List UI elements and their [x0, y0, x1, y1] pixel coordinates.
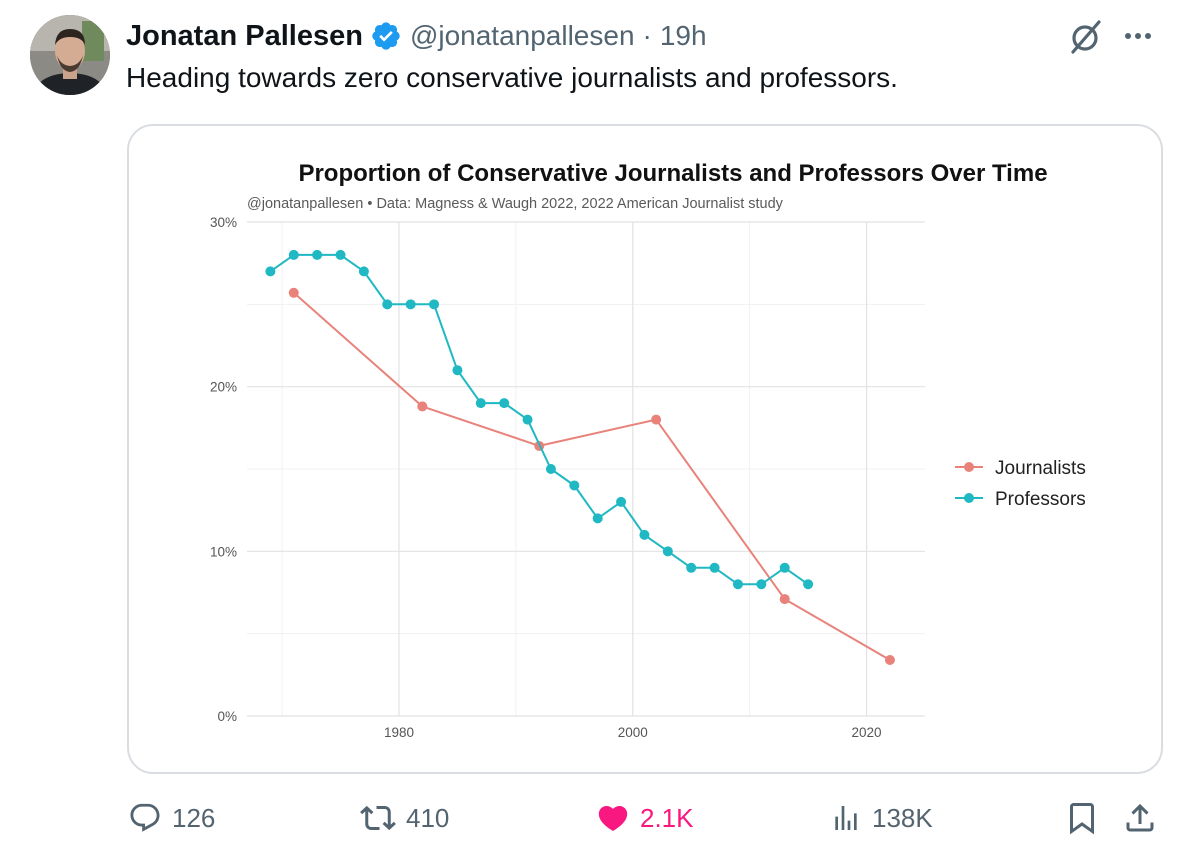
y-tick-label: 0% [217, 709, 237, 724]
data-point-professors [803, 579, 814, 590]
more-options-button[interactable] [1118, 20, 1162, 52]
reply-count: 126 [172, 802, 216, 833]
data-point-professors [592, 513, 603, 524]
chart-subtitle: @jonatanpallesen • Data: Magness & Waugh… [247, 196, 784, 212]
like-button[interactable]: 2.1K [596, 790, 694, 846]
line-chart: Proportion of Conservative Journalists a… [210, 160, 1086, 740]
heart-filled-icon [598, 805, 628, 831]
data-point-professors [686, 562, 697, 573]
data-point-journalists [651, 414, 662, 425]
post-text: Heading towards zero conservative journa… [126, 62, 898, 93]
x-tick-label: 2000 [618, 725, 648, 740]
data-point-professors [756, 579, 767, 590]
like-count: 2.1K [640, 802, 694, 833]
author-name[interactable]: Jonatan Pallesen [126, 19, 363, 52]
data-point-professors [312, 249, 323, 260]
author-handle[interactable]: @jonatanpallesen [409, 20, 635, 51]
data-point-professors [429, 299, 440, 310]
share-button[interactable] [1122, 790, 1158, 846]
grok-slash-circle-icon [1071, 20, 1101, 54]
bookmark-button[interactable] [1064, 790, 1100, 846]
data-point-professors [288, 249, 299, 260]
data-point-professors [732, 579, 743, 590]
chart-legend: Journalists Professors [955, 458, 1086, 510]
data-point-professors [616, 496, 627, 507]
data-point-professors [709, 562, 720, 573]
bar-chart-icon [835, 806, 857, 830]
action-bar: 126 410 2.1K 138K [0, 790, 1203, 846]
speech-bubble-icon [130, 803, 160, 832]
avatar-image [30, 15, 110, 95]
data-point-professors [662, 546, 673, 557]
data-point-professors [639, 529, 650, 540]
ellipsis-icon [1125, 33, 1151, 39]
data-point-professors [265, 266, 276, 277]
repost-button[interactable]: 410 [360, 790, 449, 846]
y-tick-label: 30% [210, 215, 237, 230]
chart-series [265, 249, 895, 666]
grok-button[interactable] [1066, 17, 1106, 57]
data-point-professors [405, 299, 416, 310]
data-point-journalists [884, 655, 895, 666]
bookmark-icon [1070, 803, 1094, 835]
repost-count: 410 [406, 802, 450, 833]
chart-grid [247, 221, 925, 717]
separator-dot: · [642, 20, 652, 51]
author-avatar[interactable] [30, 15, 110, 95]
data-point-professors [382, 299, 393, 310]
legend-label-journalists: Journalists [995, 458, 1086, 479]
views-button[interactable]: 138K [830, 790, 933, 846]
chart-title: Proportion of Conservative Journalists a… [298, 160, 1047, 187]
y-tick-label: 20% [210, 380, 237, 395]
verified-badge-icon[interactable] [370, 20, 402, 52]
data-point-professors [452, 365, 463, 376]
data-point-professors [335, 249, 346, 260]
post-time[interactable]: 19h [659, 20, 707, 51]
data-point-journalists [779, 594, 790, 605]
data-point-professors [499, 398, 510, 409]
x-tick-label: 1980 [384, 725, 414, 740]
data-point-professors [779, 562, 790, 573]
data-point-professors [545, 464, 556, 474]
data-point-professors [522, 414, 533, 425]
legend-label-professors: Professors [995, 489, 1086, 510]
reply-button[interactable]: 126 [128, 790, 215, 846]
share-upload-icon [1126, 803, 1154, 832]
repost-arrows-icon [360, 805, 396, 831]
legend-key-point-professors [964, 493, 974, 503]
chart-image-card[interactable]: Proportion of Conservative Journalists a… [127, 124, 1163, 774]
legend-key-point-journalists [964, 462, 974, 472]
chart-axes: 0% 10% 20% 30% 1980 2000 2020 [210, 215, 882, 740]
y-tick-label: 10% [210, 544, 237, 559]
post-header: Jonatan Pallesen @jonatanpallesen · 19h [126, 16, 707, 56]
data-point-journalists [288, 287, 299, 298]
data-point-professors [569, 480, 580, 491]
views-count: 138K [872, 802, 933, 833]
series-line-journalists [293, 292, 891, 661]
data-point-professors [475, 398, 486, 409]
x-tick-label: 2020 [852, 725, 882, 740]
data-point-journalists [417, 401, 428, 412]
data-point-professors [358, 266, 369, 277]
